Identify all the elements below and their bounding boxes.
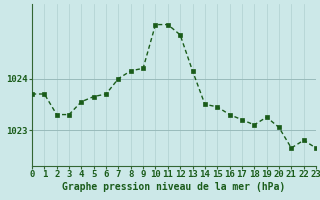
- X-axis label: Graphe pression niveau de la mer (hPa): Graphe pression niveau de la mer (hPa): [62, 182, 286, 192]
